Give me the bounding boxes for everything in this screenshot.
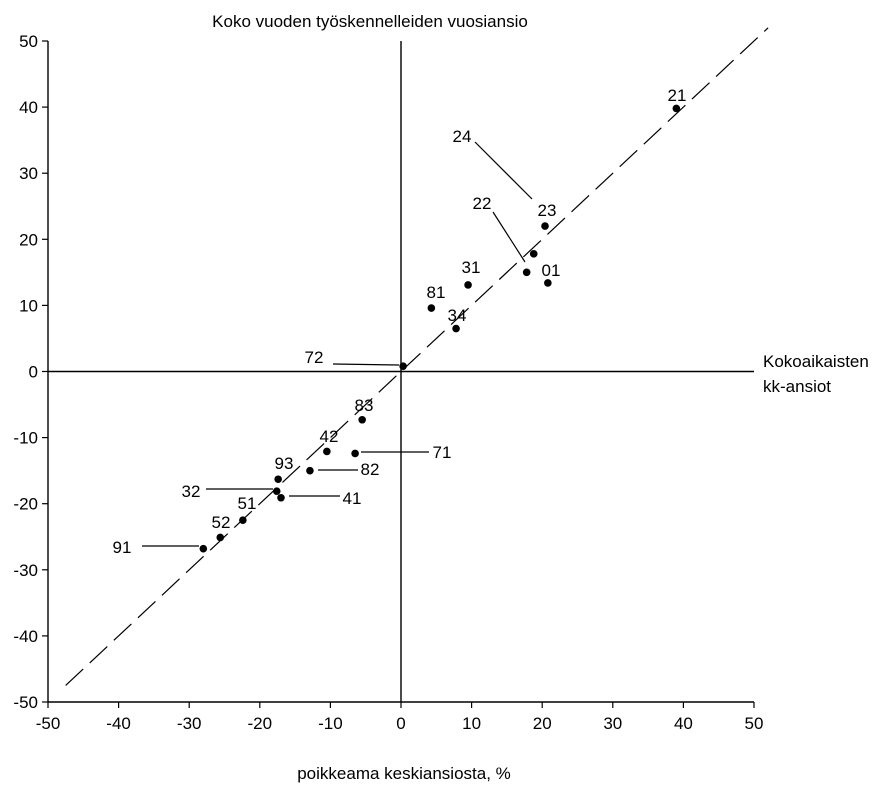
data-point-24: [530, 250, 538, 258]
x-tick-label: 40: [674, 714, 693, 733]
x-tick-label: 0: [396, 714, 405, 733]
chart-title: Koko vuoden työskennelleiden vuosiansio: [212, 12, 528, 31]
point-label-24: 24: [453, 127, 472, 146]
data-point-51: [239, 516, 247, 524]
data-point-93: [274, 475, 282, 483]
data-point-01: [544, 279, 552, 287]
data-point-91: [200, 545, 208, 553]
point-label-31: 31: [462, 258, 481, 277]
y-tick-label: -20: [13, 495, 38, 514]
y-tick-label: -40: [13, 627, 38, 646]
data-point-83: [358, 416, 366, 424]
point-label-52: 52: [212, 513, 231, 532]
x-tick-label: 50: [745, 714, 764, 733]
data-point-41: [277, 494, 285, 502]
x-axis-title: poikkeama keskiansiosta, %: [297, 764, 511, 783]
point-label-93: 93: [275, 454, 294, 473]
point-label-01: 01: [542, 261, 561, 280]
data-point-71: [351, 450, 359, 458]
y-tick-label: 10: [19, 296, 38, 315]
data-point-81: [428, 304, 436, 312]
x-tick-label: -50: [36, 714, 61, 733]
point-label-22: 22: [473, 194, 492, 213]
x-tick-label: -30: [177, 714, 202, 733]
point-label-83: 83: [355, 396, 374, 415]
x-axis-right-label-line2: kk-ansiot: [763, 377, 831, 396]
point-label-82: 82: [361, 460, 380, 479]
y-tick-label: 0: [29, 363, 38, 382]
x-tick-label: -40: [106, 714, 131, 733]
y-tick-label: -30: [13, 561, 38, 580]
data-point-31: [464, 281, 472, 289]
point-label-42: 42: [320, 427, 339, 446]
point-label-91: 91: [113, 538, 132, 557]
y-tick-label: 30: [19, 164, 38, 183]
diagonal-reference-line: [66, 28, 768, 686]
point-label-51: 51: [238, 494, 257, 513]
x-tick-label: 30: [603, 714, 622, 733]
x-tick-label: 10: [462, 714, 481, 733]
x-tick-label: -10: [318, 714, 343, 733]
leader-line-24: [475, 142, 532, 199]
data-point-21: [673, 105, 681, 113]
point-label-23: 23: [538, 201, 557, 220]
point-label-34: 34: [448, 306, 467, 325]
data-point-52: [216, 534, 224, 542]
point-label-71: 71: [433, 443, 452, 462]
y-tick-label: 40: [19, 98, 38, 117]
point-label-21: 21: [668, 86, 687, 105]
y-tick-label: -10: [13, 429, 38, 448]
point-label-41: 41: [343, 489, 362, 508]
data-point-42: [323, 448, 331, 456]
data-point-32: [273, 487, 281, 495]
data-point-82: [306, 467, 314, 475]
x-axis-right-label-line1: Kokoaikaisten: [763, 352, 869, 371]
point-label-81: 81: [427, 283, 446, 302]
leader-line-72: [333, 364, 399, 365]
point-label-32: 32: [182, 482, 201, 501]
x-tick-label: -20: [248, 714, 273, 733]
data-point-23: [541, 222, 549, 230]
y-tick-label: 20: [19, 230, 38, 249]
leader-line-22: [493, 212, 525, 262]
data-point-34: [452, 325, 460, 333]
data-points: [200, 105, 681, 553]
data-point-22: [523, 269, 531, 277]
x-tick-label: 20: [533, 714, 552, 733]
y-tick-label: 50: [19, 32, 38, 51]
data-point-72: [399, 362, 407, 370]
point-label-72: 72: [305, 348, 324, 367]
y-tick-label: -50: [13, 693, 38, 712]
